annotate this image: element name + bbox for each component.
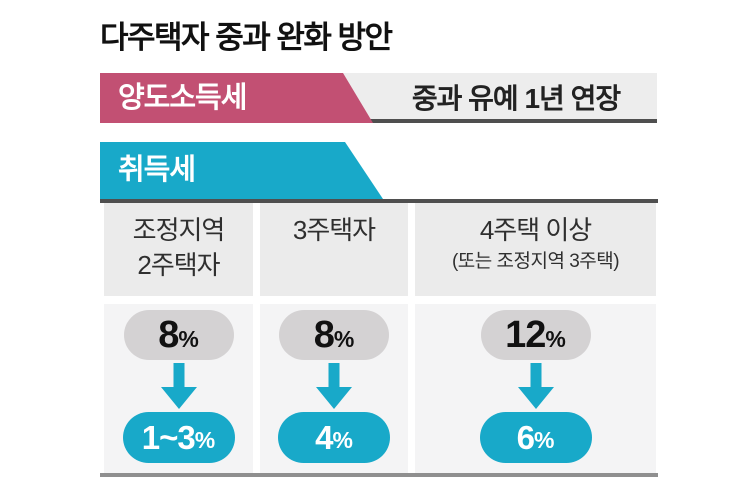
after-rate-value-1: 1~3 <box>141 418 196 456</box>
percent-sign: % <box>178 325 199 352</box>
column-header-1-line-2: 2주택자 <box>137 250 220 280</box>
transfer-tax-flag <box>100 73 373 123</box>
column-header-2-line-1: 3주택자 <box>292 215 376 245</box>
table-bottom-border <box>100 473 658 477</box>
column-body-3: 12% 6% <box>415 304 656 473</box>
acquisition-tax-band: 취득세 <box>100 142 383 199</box>
down-arrow-icon <box>517 360 554 412</box>
after-rate-value-2: 4 <box>315 418 333 456</box>
after-rate-pill-3: 6% <box>479 412 592 463</box>
down-arrow-icon <box>316 360 352 412</box>
percent-sign: % <box>333 325 355 352</box>
down-arrow-icon <box>160 360 197 412</box>
column-header-3-line-2: (또는 조정지역 3주택) <box>451 251 620 272</box>
column-header-1-line-1: 조정지역 <box>132 215 226 245</box>
column-header-2: 3주택자 <box>260 203 408 296</box>
before-rate-pill-3: 12% <box>480 310 591 360</box>
percent-sign: % <box>194 427 216 453</box>
transfer-tax-band: 양도소득세 중과 유예 1년 연장 <box>100 73 657 123</box>
table-top-border <box>100 199 658 203</box>
transfer-tax-label: 양도소득세 <box>118 82 247 114</box>
column-header-1: 조정지역 2주택자 <box>104 203 253 296</box>
column-header-3: 4주택 이상 (또는 조정지역 3주택) <box>415 203 656 296</box>
column-body-2: 8% 4% <box>260 304 408 473</box>
page-title: 다주택자 중과 완화 방안 <box>100 20 393 55</box>
before-rate-value-2: 8 <box>313 313 335 356</box>
transfer-tax-value: 중과 유예 1년 연장 <box>411 83 621 114</box>
percent-sign: % <box>533 427 555 453</box>
column-header-3-line-1: 4주택 이상 <box>479 215 592 245</box>
before-rate-value-3: 12 <box>505 313 546 356</box>
after-rate-value-3: 6 <box>516 418 535 456</box>
percent-sign: % <box>332 427 353 453</box>
column-body-1: 8% 1~3% <box>104 304 253 473</box>
acquisition-tax-label: 취득세 <box>118 154 196 186</box>
before-rate-pill-1: 8% <box>123 310 234 360</box>
percent-sign: % <box>545 325 566 352</box>
after-rate-pill-1: 1~3% <box>122 412 235 463</box>
acquisition-tax-flag <box>100 142 383 199</box>
before-rate-pill-2: 8% <box>279 310 389 360</box>
before-rate-value-1: 8 <box>158 313 179 356</box>
after-rate-pill-2: 4% <box>278 412 390 463</box>
